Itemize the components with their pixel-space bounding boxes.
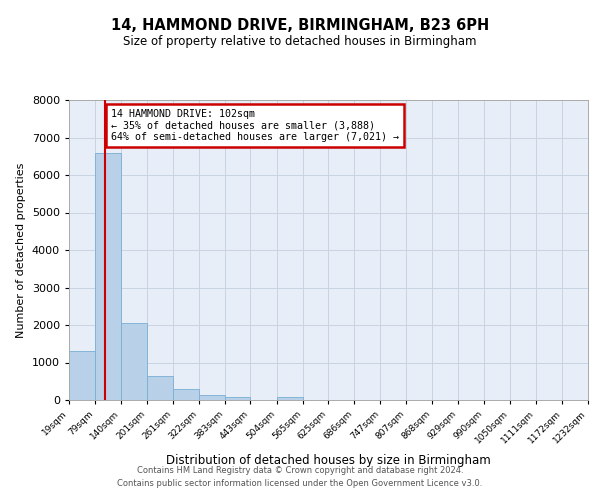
Bar xyxy=(69,351,95,400)
Bar xyxy=(225,396,250,400)
Bar xyxy=(173,389,199,400)
X-axis label: Distribution of detached houses by size in Birmingham: Distribution of detached houses by size … xyxy=(166,454,491,466)
Y-axis label: Number of detached properties: Number of detached properties xyxy=(16,162,26,338)
Bar xyxy=(121,323,147,400)
Bar xyxy=(147,376,173,400)
Bar xyxy=(199,395,225,400)
Text: Contains HM Land Registry data © Crown copyright and database right 2024.
Contai: Contains HM Land Registry data © Crown c… xyxy=(118,466,482,487)
Bar xyxy=(95,152,121,400)
Text: Size of property relative to detached houses in Birmingham: Size of property relative to detached ho… xyxy=(123,35,477,48)
Text: 14 HAMMOND DRIVE: 102sqm
← 35% of detached houses are smaller (3,888)
64% of sem: 14 HAMMOND DRIVE: 102sqm ← 35% of detach… xyxy=(110,109,398,142)
Text: 14, HAMMOND DRIVE, BIRMINGHAM, B23 6PH: 14, HAMMOND DRIVE, BIRMINGHAM, B23 6PH xyxy=(111,18,489,32)
Bar xyxy=(277,397,302,400)
